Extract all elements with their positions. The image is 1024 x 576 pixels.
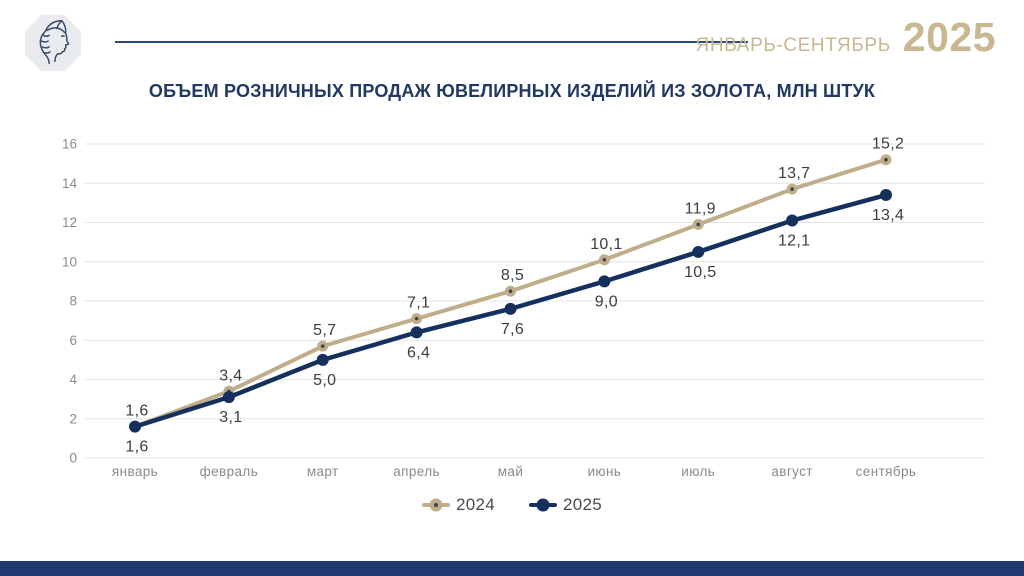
marker-2024 [505,285,516,297]
marker-2024 [411,313,423,325]
marker-2025 [880,189,892,202]
x-axis-label-август: август [771,464,813,479]
data-label-2024-июль: 11,9 [685,200,716,217]
data-label-2024-апрель: 7,1 [407,295,430,312]
x-axis-label-апрель: апрель [393,464,440,479]
x-axis-label-январь: январь [112,464,158,479]
chart-title: ОБЪЕМ РОЗНИЧНЫХ ПРОДАЖ ЮВЕЛИРНЫХ ИЗДЕЛИЙ… [148,81,876,101]
marker-2024 [317,340,329,352]
y-axis-tick-2: 2 [69,411,77,426]
legend-item-2024: 2024 [421,495,495,515]
marker-center-2024 [696,222,701,227]
x-axis-label-июль: июль [681,464,715,479]
data-label-2024-май: 8,5 [501,267,524,284]
series-line-2025 [132,192,889,429]
data-label-2024-август: 13,7 [778,165,810,182]
x-axis-label-март: март [307,464,339,479]
series-line-2024 [133,157,888,429]
marker-center-2024 [602,257,607,262]
marker-2024 [223,385,235,397]
marker-2025 [692,245,705,258]
data-label-2025-март: 5,0 [313,372,336,389]
x-axis-label-февраль: февраль [200,464,259,479]
marker-2024 [880,154,892,166]
report-period: ЯНВАРЬ-СЕНТЯБРЬ 2025 [696,14,996,61]
marker-center-2024 [227,389,231,394]
data-label-2024-март: 5,7 [313,322,336,339]
marker-2024 [692,218,704,230]
marker-2024 [786,183,798,195]
marker-2024 [129,421,141,433]
y-axis-tick-14: 14 [62,176,78,191]
data-label-2025-май: 7,6 [501,321,524,338]
data-label-2025-август: 12,1 [778,233,810,250]
marker-2025 [598,275,611,288]
data-label-2024-январь: 1,6 [125,403,148,420]
period-year: 2025 [902,14,996,60]
marker-2025 [316,353,329,366]
y-axis-tick-12: 12 [62,215,77,230]
marker-center-2024 [320,344,325,348]
legend-marker-2024-icon [421,498,450,512]
assay-hallmark-logo [22,12,84,74]
data-label-2025-январь: 1,6 [125,439,148,456]
marker-center-2024 [884,157,888,162]
data-label-2025-февраль: 3,1 [219,409,242,426]
marker-2025 [410,326,423,339]
marker-2025 [222,391,235,404]
header-divider [115,41,748,43]
y-axis-tick-16: 16 [62,137,77,152]
data-label-2024-июнь: 10,1 [590,236,622,253]
marker-2025 [786,214,799,227]
legend-item-2025: 2025 [529,495,602,515]
footer-bar [0,561,1024,576]
legend-label-2024: 2024 [455,495,495,514]
y-axis-tick-0: 0 [69,451,77,466]
y-axis-tick-10: 10 [62,254,77,269]
data-label-2024-февраль: 3,4 [219,367,242,384]
marker-center-2024 [508,289,513,293]
y-axis-tick-8: 8 [69,294,77,309]
y-axis-tick-4: 4 [69,372,77,387]
legend-marker-2025-icon [529,498,557,512]
data-label-2025-апрель: 6,4 [407,344,430,361]
chart-legend: 2024 2025 [0,495,1024,515]
legend-label-2025: 2025 [563,495,603,514]
data-label-2024-сентябрь: 15,2 [872,136,904,153]
marker-center-2024 [414,316,419,321]
data-label-2025-июнь: 9,0 [595,293,618,310]
x-axis-label-июнь: июнь [587,464,621,479]
marker-2024 [598,254,610,266]
data-label-2025-июль: 10,5 [684,264,716,281]
marker-center-2024 [133,424,137,429]
y-axis-tick-6: 6 [69,333,77,348]
data-label-2025-сентябрь: 13,4 [872,207,904,224]
marker-2025 [504,302,517,315]
woman-profile-hallmark-icon [24,14,82,72]
x-axis-label-май: май [498,464,524,479]
x-axis-label-сентябрь: сентябрь [856,464,917,479]
marker-2025 [129,420,141,433]
marker-center-2024 [790,187,794,191]
period-label: ЯНВАРЬ-СЕНТЯБРЬ [695,35,891,56]
